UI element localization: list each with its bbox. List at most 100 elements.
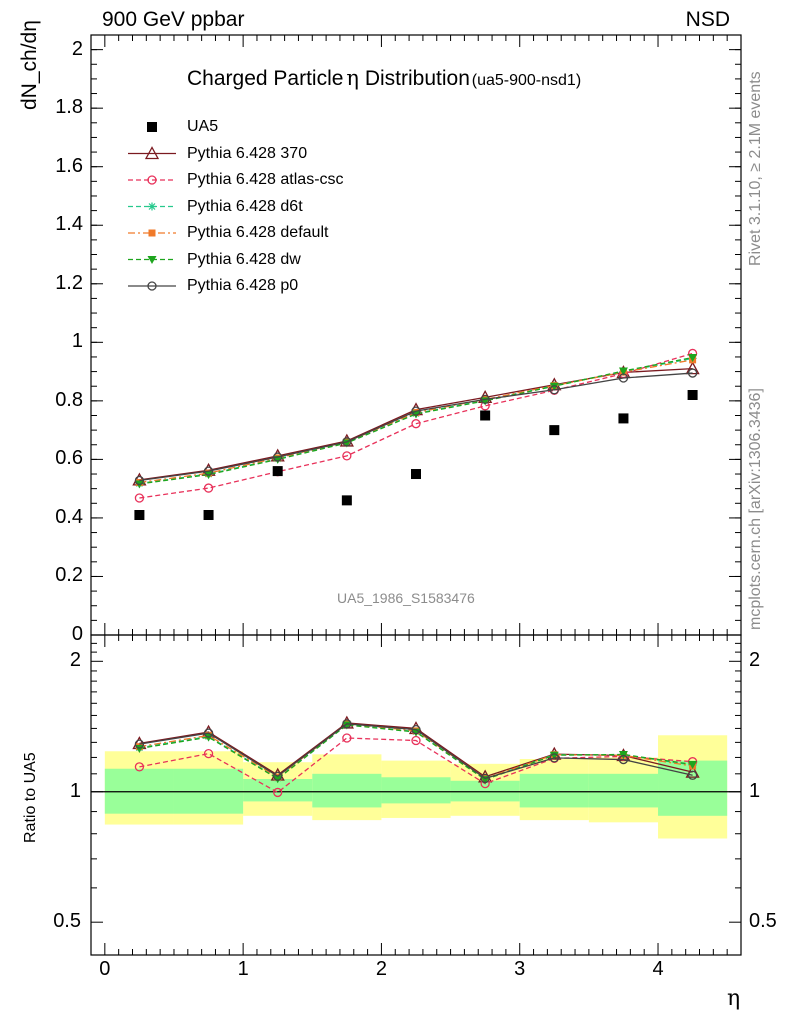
ylabel-text: dN_ch/dη bbox=[18, 20, 41, 110]
main-ytick-label: 0.6 bbox=[55, 447, 83, 470]
main-ytick-label: 1.8 bbox=[55, 96, 83, 119]
main-ytick-label: 1.6 bbox=[55, 154, 83, 177]
xtick-label: 3 bbox=[514, 958, 526, 980]
series-line bbox=[139, 357, 693, 485]
data-point bbox=[549, 425, 560, 436]
ratio-point bbox=[688, 760, 698, 769]
ratio-point bbox=[411, 725, 421, 735]
legend-markers bbox=[128, 122, 176, 291]
band-inner-bin bbox=[588, 773, 659, 808]
series-point bbox=[342, 437, 352, 447]
legend-marker bbox=[148, 202, 156, 211]
series-point bbox=[687, 368, 698, 378]
band-inner-bin bbox=[243, 779, 313, 802]
data-point bbox=[203, 510, 214, 520]
ratio-point bbox=[549, 751, 559, 760]
series-point bbox=[688, 354, 698, 363]
ratio-point bbox=[549, 753, 559, 763]
main-ytick-label: 0 bbox=[71, 623, 83, 645]
series-point bbox=[273, 452, 283, 462]
series-point bbox=[411, 419, 421, 429]
x-axis-label: η bbox=[727, 986, 741, 1011]
ratio-ytick-label-right: 1 bbox=[749, 779, 761, 802]
band-inner-bin bbox=[381, 777, 451, 804]
ratio-point bbox=[273, 771, 283, 781]
ratio-point bbox=[203, 748, 214, 759]
series-point bbox=[134, 475, 145, 486]
ratio-uncertainty-bands bbox=[104, 735, 728, 839]
series-line bbox=[139, 368, 693, 481]
analysis-watermark: UA5_1986_S1583476 bbox=[337, 590, 475, 606]
ratio-ytick-label: 2 bbox=[69, 649, 81, 672]
series-point bbox=[342, 451, 352, 461]
data-point bbox=[272, 466, 283, 477]
legend-marker bbox=[144, 146, 160, 160]
ratio-point bbox=[273, 787, 283, 798]
legend-marker bbox=[148, 229, 156, 237]
ratio-frame bbox=[90, 634, 742, 956]
main-ytick-label: 0.2 bbox=[55, 564, 83, 587]
main-ylabel: dN_ch/dη bbox=[18, 20, 42, 110]
data-point bbox=[480, 410, 491, 421]
legend: UA5 Pythia 6.428 370 Pythia 6.428 atlas-… bbox=[187, 114, 344, 300]
mc-series bbox=[132, 348, 700, 503]
band-inner-bin bbox=[519, 773, 589, 808]
legend-marker bbox=[147, 122, 157, 132]
legend-entry: Pythia 6.428 atlas-csc bbox=[187, 171, 344, 188]
ratio-point bbox=[685, 764, 700, 778]
mcplots-credit-label: mcplots.cern.ch [arXiv:1306.3436] bbox=[747, 388, 764, 630]
xtick-label: 0 bbox=[99, 958, 111, 980]
band-inner-bin bbox=[312, 773, 382, 808]
rivet-version-label: Rivet 3.1.10, ≥ 2.1M events bbox=[747, 71, 764, 266]
series-point bbox=[480, 394, 490, 405]
legend-marker bbox=[147, 175, 157, 185]
series-point bbox=[618, 367, 628, 376]
series-point bbox=[411, 406, 421, 416]
ratio-ytick-label: 1 bbox=[69, 779, 81, 802]
data-point bbox=[134, 510, 145, 520]
main-ytick-label: 2 bbox=[71, 37, 83, 60]
ratio-ylabel: Ratio to UA5 bbox=[22, 752, 39, 843]
ratio-ytick-label-right: 2 bbox=[749, 649, 761, 672]
ratio-ytick-label: 0.5 bbox=[53, 910, 81, 933]
series-line bbox=[139, 372, 693, 482]
main-ytick-label: 1 bbox=[71, 330, 83, 353]
ratio-point bbox=[134, 762, 145, 772]
ratio-line bbox=[139, 737, 693, 794]
title-eta: η bbox=[346, 66, 360, 90]
ratio-point bbox=[618, 754, 629, 765]
ua5-data-points bbox=[134, 390, 698, 520]
series-line bbox=[139, 352, 693, 499]
ratio-series bbox=[132, 715, 700, 798]
energy-label: 900 GeV ppbar bbox=[102, 8, 245, 31]
data-point bbox=[411, 469, 421, 480]
series-point bbox=[618, 373, 629, 383]
legend-entry: Pythia 6.428 370 bbox=[187, 144, 308, 162]
ratio-point bbox=[342, 733, 352, 743]
xtick-label: 2 bbox=[375, 958, 387, 980]
series-point bbox=[549, 382, 559, 391]
axis-ticks bbox=[91, 35, 742, 955]
series-point bbox=[549, 385, 559, 395]
main-ytick-label: 0.8 bbox=[55, 388, 83, 411]
title-tag: (ua5-900-nsd1) bbox=[471, 72, 582, 89]
ratio-point bbox=[273, 775, 283, 784]
series-point bbox=[134, 493, 145, 503]
series-point bbox=[203, 466, 214, 476]
legend-entry: Pythia 6.428 p0 bbox=[187, 277, 299, 294]
xtick-label: 4 bbox=[652, 958, 664, 980]
ratio-point bbox=[342, 719, 352, 729]
ratio-line bbox=[139, 723, 693, 780]
process-label: NSD bbox=[685, 8, 730, 31]
band-inner-bin bbox=[450, 780, 520, 802]
series-point bbox=[203, 483, 214, 493]
series-line bbox=[139, 359, 693, 484]
axes-frames bbox=[90, 34, 742, 956]
data-point bbox=[618, 413, 629, 424]
legend-entry: Pythia 6.428 default bbox=[187, 224, 329, 241]
ratio-ytick-label-right: 0.5 bbox=[749, 910, 777, 933]
legend-marker bbox=[147, 281, 157, 291]
main-ytick-label: 1.4 bbox=[55, 213, 83, 236]
ratio-point bbox=[480, 773, 490, 784]
